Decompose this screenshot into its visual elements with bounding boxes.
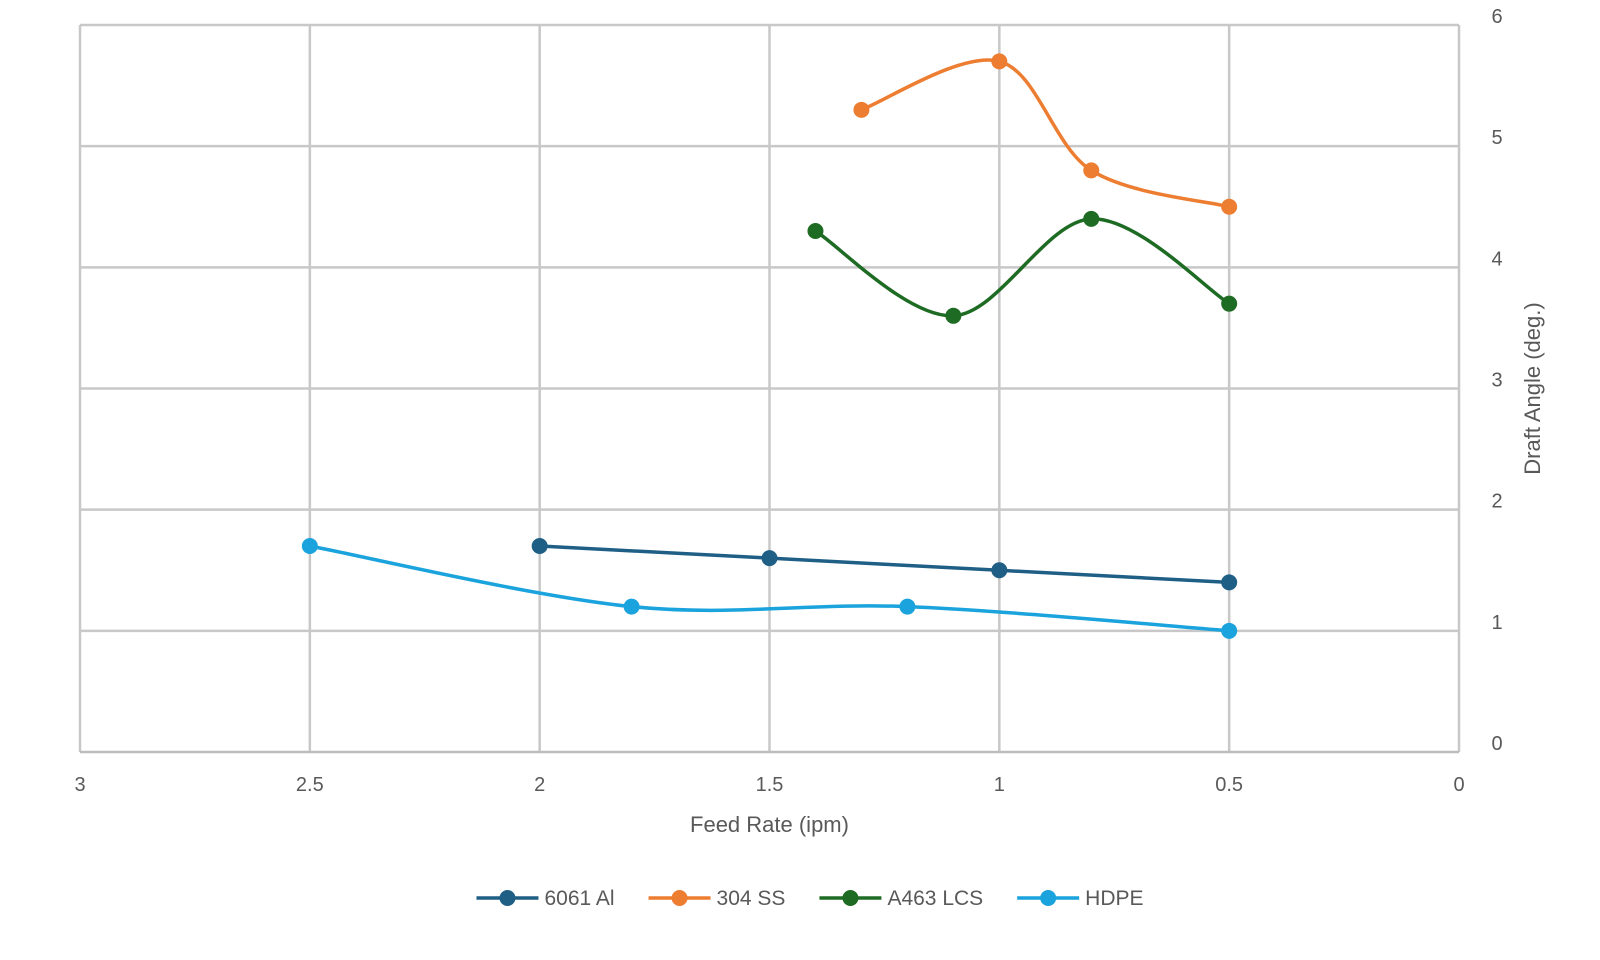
y-axis-title: Draft Angle (deg.) [1520, 302, 1545, 474]
series-line-6061-al [537, 544, 1231, 585]
y-tick-label: 1 [1491, 612, 1502, 634]
legend-swatch-marker [499, 890, 516, 906]
y-tick-label: 5 [1491, 127, 1502, 149]
legend-label: 6061 Al [544, 887, 614, 910]
legend-swatch-marker [671, 890, 688, 906]
legend-swatch-marker [842, 890, 859, 906]
y-tick-label: 4 [1491, 248, 1502, 270]
data-point-hdpe [623, 598, 640, 615]
data-point-304-ss [991, 53, 1008, 70]
data-point-a463-lcs [1221, 295, 1238, 312]
y-tick-label: 6 [1491, 6, 1502, 28]
legend-swatch-marker [1040, 890, 1057, 906]
x-tick-label: 1.5 [756, 774, 784, 796]
x-tick-label: 2 [534, 774, 545, 796]
legend-label: 304 SS [717, 887, 786, 910]
y-tick-label: 0 [1491, 733, 1502, 755]
x-tick-label: 3 [74, 774, 85, 796]
legend-label: A463 LCS [887, 887, 983, 910]
gridlines [78, 23, 1461, 752]
legend: 6061 Al 304 SS A463 LCS HDPE [476, 887, 1144, 910]
series-6061-al [531, 538, 1238, 591]
series-hdpe [301, 538, 1238, 639]
legend-item-304-ss: 304 SS [648, 887, 786, 910]
series-line-304-ss [859, 58, 1231, 209]
data-point-6061-al [1221, 574, 1238, 591]
legend-item-6061-al: 6061 Al [476, 887, 615, 910]
data-point-6061-al [991, 562, 1008, 579]
data-point-6061-al [761, 550, 778, 567]
x-tick-label: 1 [994, 774, 1005, 796]
data-point-304-ss [853, 101, 870, 118]
data-point-304-ss [1083, 162, 1100, 179]
data-point-a463-lcs [1083, 210, 1100, 227]
legend-item-a463-lcs: A463 LCS [819, 887, 983, 910]
x-tick-label: 0 [1453, 774, 1464, 796]
data-point-a463-lcs [945, 307, 962, 324]
series-line-a463-lcs [813, 217, 1231, 318]
data-point-hdpe [301, 538, 318, 555]
data-point-hdpe [1221, 622, 1238, 639]
series-a463-lcs [807, 210, 1238, 324]
series-line-hdpe [308, 544, 1231, 633]
data-point-a463-lcs [807, 222, 824, 239]
series-304-ss [853, 53, 1238, 215]
y-tick-label: 2 [1491, 491, 1502, 513]
axes: 3 2.5 2 1.5 1 0.5 0 0 1 2 3 4 5 6 [74, 6, 1502, 796]
x-tick-label: 0.5 [1215, 774, 1243, 796]
y-tick-label: 3 [1491, 370, 1502, 392]
data-point-hdpe [899, 598, 916, 615]
data-point-304-ss [1221, 198, 1238, 215]
x-tick-label: 2.5 [296, 774, 324, 796]
legend-item-hdpe: HDPE [1017, 887, 1144, 910]
series-group [301, 53, 1238, 639]
x-axis-title: Feed Rate (ipm) [690, 812, 849, 837]
legend-label: HDPE [1085, 887, 1143, 910]
data-point-6061-al [531, 538, 548, 555]
